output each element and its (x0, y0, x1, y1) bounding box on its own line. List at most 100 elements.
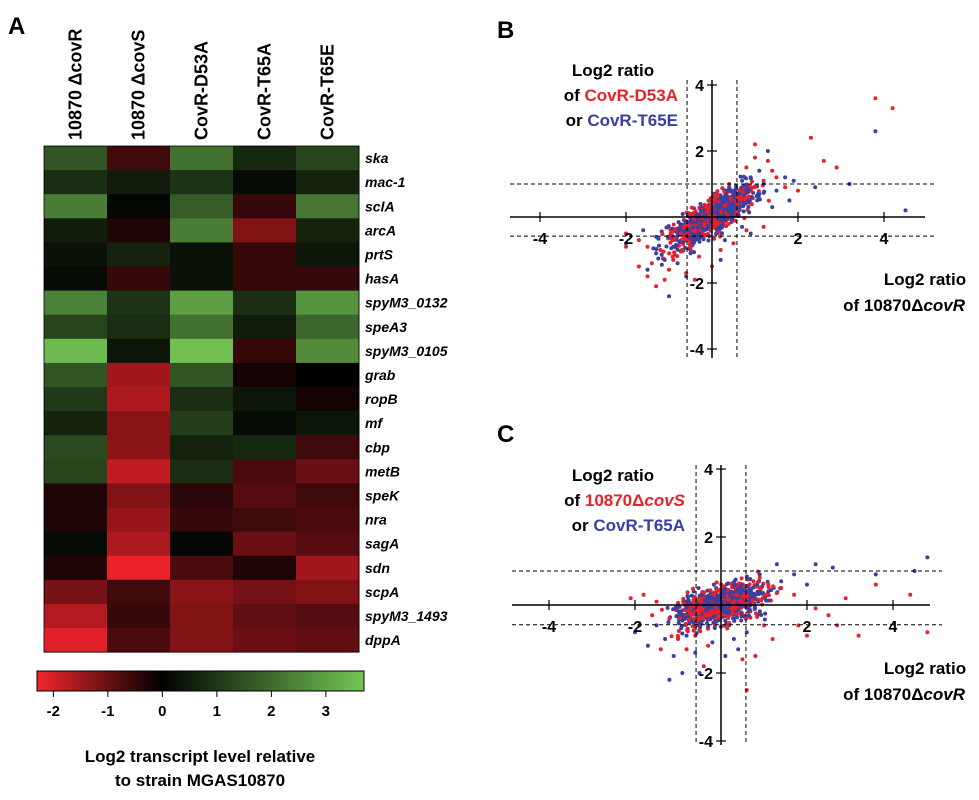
scatter-point-covr-t65a (753, 592, 758, 597)
row-label-spym3-0132: spyM3_0132 (365, 295, 448, 311)
scatter-point-cluster (684, 608, 689, 613)
heatmap-cell-scpa-covr-t65e (296, 579, 360, 605)
heatmap-cell-saga-10870-covr (44, 531, 108, 557)
scatter-point-covr-d53a (761, 178, 766, 183)
scatter-point-10870-covs (792, 592, 797, 597)
heatmap-cell-spym3-0105-covr-t65a (233, 338, 297, 364)
scatter-point-10870-covs (843, 596, 848, 601)
row-label-dppa: dppA (365, 632, 401, 648)
scatter-point-cluster (752, 606, 757, 611)
scatter-point-10870-covs (762, 623, 766, 628)
heatmap-cell-dppa-covr-d53a (170, 628, 234, 653)
scatter-point-covr-d53a (821, 158, 826, 163)
heatmap-cell-mac-1-covr-t65e (296, 170, 360, 195)
scatter-point-cluster (705, 621, 710, 626)
scatter-point-covr-d53a (624, 244, 628, 249)
scatter-point-covr-t65e (787, 198, 792, 203)
scatter-point-cluster (723, 609, 728, 614)
scatter-point-cluster (673, 605, 678, 610)
scatter-point-cluster (735, 596, 740, 601)
scatter-point-cluster (744, 182, 749, 187)
heatmap-cell-mac-1-10870-covs (107, 170, 171, 195)
scatter-point-cluster (743, 616, 748, 621)
heatmap-cell-mf-10870-covs (107, 411, 171, 436)
scatter-point-cluster (698, 201, 703, 206)
scatter-point-cluster (730, 206, 735, 211)
heatmap-cell-mf-covr-t65a (233, 411, 297, 436)
x-tick-label: -2 (628, 619, 642, 636)
scatter-point-cluster (701, 208, 706, 213)
scatter-point-cluster (708, 617, 713, 622)
scatter-point-cluster (712, 625, 717, 630)
scatter-point-cluster (680, 618, 685, 623)
scatter-point-cluster (741, 174, 746, 179)
scatter-point-10870-covs (826, 613, 831, 618)
c-ylabel-line3: or CovR-T65A (572, 516, 685, 535)
scatter-point-cluster (676, 621, 681, 626)
scatter-point-covr-t65a (697, 671, 702, 675)
scatter-point-cluster (715, 205, 720, 210)
heatmap-cell-spym3-0132-covr-t65e (296, 290, 360, 316)
scatter-point-covr-t65e (654, 251, 659, 256)
scatter-point-covr-t65a (830, 565, 835, 570)
heatmap-cell-scpa-10870-covs (107, 579, 171, 605)
scatter-point-cluster (771, 584, 776, 589)
scatter-plot-c: -4 -2 2 4 4 2 -2 -4 (512, 462, 942, 751)
scatter-point-covr-t65a (731, 637, 736, 641)
heatmap-cell-cbp-covr-d53a (170, 435, 234, 460)
scatter-point-10870-covs (628, 596, 633, 601)
heatmap-cell-mac-1-10870-covr (44, 170, 108, 195)
x-tick-label: -4 (533, 231, 547, 248)
heatmap-cell-scla-covr-t65e (296, 194, 360, 219)
x-tick-label: -2 (619, 231, 633, 248)
scatter-point-cluster (755, 614, 760, 619)
scatter-point-10870-covs (676, 637, 680, 641)
heatmap-cell-spym3-1493-covr-d53a (170, 603, 234, 629)
colorbar-tick-label: 1 (213, 703, 221, 720)
heatmap-cell-arca-covr-d53a (170, 218, 234, 243)
scatter-point-cluster (690, 241, 695, 246)
scatter-point-cluster (676, 228, 681, 233)
scatter-point-10870-covs (796, 623, 801, 628)
scatter-point-10870-covs (770, 637, 775, 641)
scatter-point-covr-t65e (783, 175, 788, 180)
scatter-point-covr-t65a (744, 630, 749, 635)
scatter-point-covr-d53a (731, 241, 736, 246)
scatter-point-cluster (731, 595, 736, 600)
scatter-point-cluster (715, 189, 720, 194)
scatter-point-10870-covs (706, 643, 711, 648)
scatter-point-cluster (729, 589, 734, 594)
scatter-point-cluster (721, 207, 726, 212)
scatter-point-10870-covs (856, 633, 861, 638)
heatmap-cell-prts-covr-d53a (170, 242, 234, 267)
scatter-point-covr-d53a (697, 254, 702, 259)
scatter-point-10870-covs (740, 657, 745, 662)
scatter-point-cluster (702, 202, 707, 207)
row-label-nra: nra (365, 512, 387, 528)
scatter-point-covr-t65e (718, 257, 723, 262)
scatter-point-cluster (739, 599, 744, 604)
scatter-point-covr-d53a (658, 248, 663, 252)
row-label-ska: ska (365, 150, 389, 166)
scatter-point-cluster (716, 614, 721, 619)
scatter-point-cluster (750, 598, 755, 603)
scatter-point-cluster (666, 620, 671, 625)
scatter-plot-b: -4 -2 2 4 4 2 -2 -4 (510, 78, 937, 359)
heatmap-cell-arca-10870-covs (107, 218, 171, 243)
heatmap-cell-saga-covr-t65e (296, 531, 360, 557)
scatter-point-cluster (704, 608, 709, 613)
heatmap-cell-scla-10870-covr (44, 194, 108, 219)
heatmap-cell-prts-covr-t65a (233, 242, 297, 267)
scatter-point-10870-covs (701, 664, 706, 669)
scatter-point-cluster (763, 611, 768, 616)
scatter-point-cluster (681, 240, 686, 245)
scatter-point-covr-t65e (667, 294, 671, 299)
scatter-point-covr-d53a (796, 188, 800, 193)
colorbar-tick-label: -2 (47, 703, 60, 720)
scatter-point-cluster (757, 609, 762, 614)
scatter-point-cluster (690, 612, 695, 617)
heatmap-cell-saga-covr-t65a (233, 531, 297, 557)
scatter-point-cluster (750, 179, 755, 184)
scatter-point-cluster (738, 584, 743, 589)
scatter-point-10870-covs (650, 613, 655, 618)
